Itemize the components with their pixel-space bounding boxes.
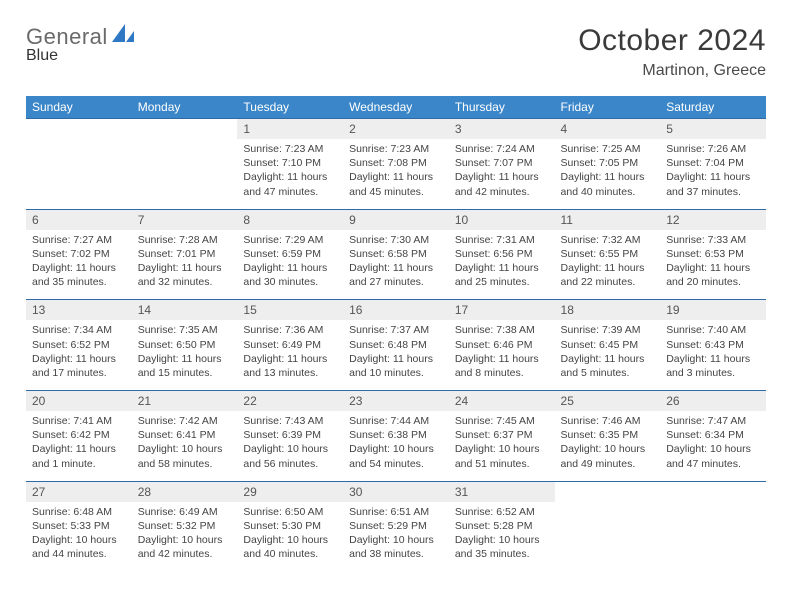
day-cell: Sunrise: 7:23 AMSunset: 7:10 PMDaylight:… — [237, 139, 343, 209]
daynum-cell: 17 — [449, 300, 555, 321]
daynum-cell: 27 — [26, 481, 132, 502]
content-row: Sunrise: 7:34 AMSunset: 6:52 PMDaylight:… — [26, 320, 766, 390]
daynum-cell: 4 — [555, 119, 661, 140]
daynum-cell: 29 — [237, 481, 343, 502]
day-cell: Sunrise: 7:41 AMSunset: 6:42 PMDaylight:… — [26, 411, 132, 481]
daynum-row: 2728293031 — [26, 481, 766, 502]
day-cell: Sunrise: 7:46 AMSunset: 6:35 PMDaylight:… — [555, 411, 661, 481]
daynum-cell — [132, 119, 238, 140]
daynum-cell: 12 — [660, 209, 766, 230]
day-cell: Sunrise: 7:32 AMSunset: 6:55 PMDaylight:… — [555, 230, 661, 300]
day-cell: Sunrise: 7:24 AMSunset: 7:07 PMDaylight:… — [449, 139, 555, 209]
content-row: Sunrise: 6:48 AMSunset: 5:33 PMDaylight:… — [26, 502, 766, 572]
daynum-cell: 24 — [449, 391, 555, 412]
sail-icon — [112, 24, 134, 48]
day-cell: Sunrise: 7:44 AMSunset: 6:38 PMDaylight:… — [343, 411, 449, 481]
day-cell: Sunrise: 7:42 AMSunset: 6:41 PMDaylight:… — [132, 411, 238, 481]
daynum-cell: 23 — [343, 391, 449, 412]
daynum-cell: 19 — [660, 300, 766, 321]
daynum-cell: 3 — [449, 119, 555, 140]
daynum-row: 13141516171819 — [26, 300, 766, 321]
month-title: October 2024 — [578, 24, 766, 58]
logo-word-1: General — [26, 26, 108, 48]
day-cell: Sunrise: 7:34 AMSunset: 6:52 PMDaylight:… — [26, 320, 132, 390]
day-cell: Sunrise: 6:48 AMSunset: 5:33 PMDaylight:… — [26, 502, 132, 572]
day-cell — [660, 502, 766, 572]
daynum-cell: 15 — [237, 300, 343, 321]
day-cell: Sunrise: 6:52 AMSunset: 5:28 PMDaylight:… — [449, 502, 555, 572]
daynum-cell: 6 — [26, 209, 132, 230]
day-cell: Sunrise: 7:29 AMSunset: 6:59 PMDaylight:… — [237, 230, 343, 300]
day-cell: Sunrise: 7:40 AMSunset: 6:43 PMDaylight:… — [660, 320, 766, 390]
daynum-cell: 28 — [132, 481, 238, 502]
daynum-cell: 2 — [343, 119, 449, 140]
daynum-row: 6789101112 — [26, 209, 766, 230]
dow-cell: Monday — [132, 96, 238, 119]
day-cell: Sunrise: 7:38 AMSunset: 6:46 PMDaylight:… — [449, 320, 555, 390]
day-cell — [555, 502, 661, 572]
daynum-cell — [660, 481, 766, 502]
daynum-cell: 18 — [555, 300, 661, 321]
daynum-cell: 31 — [449, 481, 555, 502]
day-cell: Sunrise: 7:39 AMSunset: 6:45 PMDaylight:… — [555, 320, 661, 390]
dow-cell: Wednesday — [343, 96, 449, 119]
calendar-page: General Blue October 2024 Martinon, Gree… — [0, 0, 792, 571]
daynum-cell: 10 — [449, 209, 555, 230]
day-cell: Sunrise: 7:26 AMSunset: 7:04 PMDaylight:… — [660, 139, 766, 209]
dow-cell: Tuesday — [237, 96, 343, 119]
logo: General Blue — [26, 24, 136, 64]
day-cell: Sunrise: 7:33 AMSunset: 6:53 PMDaylight:… — [660, 230, 766, 300]
daynum-row: 12345 — [26, 119, 766, 140]
daynum-cell: 20 — [26, 391, 132, 412]
day-cell: Sunrise: 6:49 AMSunset: 5:32 PMDaylight:… — [132, 502, 238, 572]
content-row: Sunrise: 7:41 AMSunset: 6:42 PMDaylight:… — [26, 411, 766, 481]
content-row: Sunrise: 7:27 AMSunset: 7:02 PMDaylight:… — [26, 230, 766, 300]
day-cell: Sunrise: 7:27 AMSunset: 7:02 PMDaylight:… — [26, 230, 132, 300]
daynum-cell: 25 — [555, 391, 661, 412]
day-cell: Sunrise: 7:30 AMSunset: 6:58 PMDaylight:… — [343, 230, 449, 300]
day-cell: Sunrise: 7:45 AMSunset: 6:37 PMDaylight:… — [449, 411, 555, 481]
dow-cell: Sunday — [26, 96, 132, 119]
day-cell: Sunrise: 7:23 AMSunset: 7:08 PMDaylight:… — [343, 139, 449, 209]
daynum-cell: 11 — [555, 209, 661, 230]
daynum-cell: 26 — [660, 391, 766, 412]
day-cell: Sunrise: 6:50 AMSunset: 5:30 PMDaylight:… — [237, 502, 343, 572]
daynum-cell — [555, 481, 661, 502]
day-cell: Sunrise: 7:31 AMSunset: 6:56 PMDaylight:… — [449, 230, 555, 300]
dow-cell: Thursday — [449, 96, 555, 119]
daynum-cell: 7 — [132, 209, 238, 230]
day-cell: Sunrise: 7:37 AMSunset: 6:48 PMDaylight:… — [343, 320, 449, 390]
daynum-row: 20212223242526 — [26, 391, 766, 412]
daynum-cell: 5 — [660, 119, 766, 140]
daynum-cell: 9 — [343, 209, 449, 230]
dow-cell: Saturday — [660, 96, 766, 119]
day-cell: Sunrise: 7:36 AMSunset: 6:49 PMDaylight:… — [237, 320, 343, 390]
daynum-cell: 30 — [343, 481, 449, 502]
header: General Blue October 2024 Martinon, Gree… — [26, 24, 766, 80]
daynum-cell: 14 — [132, 300, 238, 321]
daynum-cell: 16 — [343, 300, 449, 321]
day-cell: Sunrise: 7:28 AMSunset: 7:01 PMDaylight:… — [132, 230, 238, 300]
location: Martinon, Greece — [578, 62, 766, 80]
daynum-cell: 1 — [237, 119, 343, 140]
daynum-cell: 22 — [237, 391, 343, 412]
daynum-cell: 13 — [26, 300, 132, 321]
day-cell: Sunrise: 7:43 AMSunset: 6:39 PMDaylight:… — [237, 411, 343, 481]
day-cell — [132, 139, 238, 209]
dow-cell: Friday — [555, 96, 661, 119]
logo-word-2: Blue — [26, 47, 58, 64]
day-cell: Sunrise: 7:25 AMSunset: 7:05 PMDaylight:… — [555, 139, 661, 209]
day-cell: Sunrise: 7:35 AMSunset: 6:50 PMDaylight:… — [132, 320, 238, 390]
day-cell — [26, 139, 132, 209]
daynum-cell — [26, 119, 132, 140]
day-cell: Sunrise: 6:51 AMSunset: 5:29 PMDaylight:… — [343, 502, 449, 572]
daynum-cell: 8 — [237, 209, 343, 230]
dow-row: SundayMondayTuesdayWednesdayThursdayFrid… — [26, 96, 766, 119]
day-cell: Sunrise: 7:47 AMSunset: 6:34 PMDaylight:… — [660, 411, 766, 481]
daynum-cell: 21 — [132, 391, 238, 412]
calendar-table: SundayMondayTuesdayWednesdayThursdayFrid… — [26, 96, 766, 571]
title-block: October 2024 Martinon, Greece — [578, 24, 766, 80]
content-row: Sunrise: 7:23 AMSunset: 7:10 PMDaylight:… — [26, 139, 766, 209]
